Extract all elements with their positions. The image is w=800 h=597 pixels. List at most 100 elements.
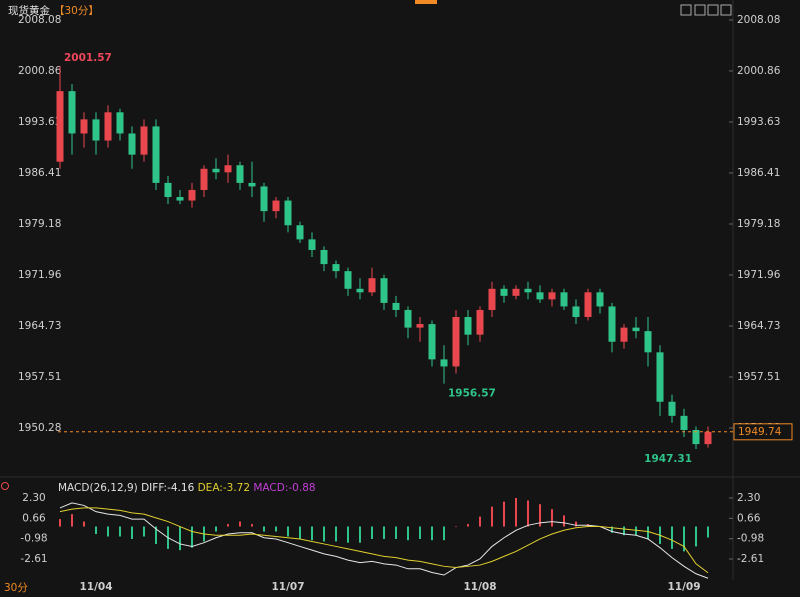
top-tab xyxy=(415,0,437,4)
candle-body xyxy=(404,309,412,328)
candle-body xyxy=(176,197,184,201)
macd-bar xyxy=(155,526,157,544)
tool-button[interactable] xyxy=(707,4,719,16)
candle-body xyxy=(536,292,544,300)
candle-body xyxy=(332,264,340,272)
macd-bar xyxy=(227,524,229,527)
candle-body xyxy=(104,112,112,141)
candle-body xyxy=(428,324,436,360)
candle-body xyxy=(656,352,664,402)
candle-body xyxy=(584,292,592,318)
toolbar xyxy=(680,4,732,16)
macd-tick-label: 0.66 xyxy=(22,512,46,524)
tool-button[interactable] xyxy=(694,4,706,16)
macd-bar xyxy=(359,526,361,543)
candle-body xyxy=(392,302,400,310)
candle-body xyxy=(272,200,280,212)
macd-bar xyxy=(671,526,673,549)
macd-tick-label: -0.98 xyxy=(20,533,47,545)
last-price-label: 1949.74 xyxy=(738,426,782,438)
candle-body xyxy=(56,91,64,162)
high-label: 2001.57 xyxy=(64,52,112,64)
macd-bar xyxy=(635,526,637,536)
y-tick-label-right: 1957.51 xyxy=(737,371,780,383)
macd-bar xyxy=(647,526,649,539)
y-tick-label-right: 1993.63 xyxy=(737,116,780,128)
macd-bar xyxy=(479,516,481,527)
macd-bar xyxy=(515,497,517,527)
candle-body xyxy=(464,317,472,335)
macd-bar xyxy=(563,515,565,527)
y-tick-label-right: 1979.18 xyxy=(737,218,780,230)
macd-bar xyxy=(503,501,505,527)
tool-button[interactable] xyxy=(680,4,692,16)
candle-body xyxy=(380,278,388,303)
legend-item: MACD: xyxy=(253,482,288,494)
period-tab[interactable]: 30分 xyxy=(4,582,28,594)
macd-tick-label-right: -2.61 xyxy=(737,553,764,565)
macd-tick-label-right: 2.30 xyxy=(737,492,760,504)
y-tick-label-right: 1964.73 xyxy=(737,320,780,332)
x-tick-label: 11/09 xyxy=(667,581,700,593)
candle-body xyxy=(680,415,688,430)
macd-bar xyxy=(407,526,409,541)
macd-bar xyxy=(83,521,85,527)
x-tick-label: 11/07 xyxy=(271,581,304,593)
chart-title: 现货黄金 xyxy=(8,4,50,17)
candle-body xyxy=(236,165,244,183)
macd-tick-label: -2.61 xyxy=(20,553,47,565)
macd-bar xyxy=(299,526,301,539)
macd-tick-label: 2.30 xyxy=(22,492,45,504)
candle-body xyxy=(440,359,448,367)
y-tick-label: 1979.18 xyxy=(18,218,61,230)
y-tick-label: 1971.96 xyxy=(18,269,62,281)
candle-body xyxy=(116,112,124,134)
tool-button[interactable] xyxy=(720,4,732,16)
candle-body xyxy=(500,288,508,296)
low-label: 1947.31 xyxy=(644,453,692,465)
macd-bar xyxy=(179,526,181,551)
dea-line xyxy=(59,507,709,574)
y-tick-label: 2000.86 xyxy=(18,65,62,77)
y-tick-label-right: 1986.41 xyxy=(737,167,780,179)
macd-bar xyxy=(395,526,397,539)
y-tick-label: 1986.41 xyxy=(18,167,61,179)
macd-bar xyxy=(239,521,241,527)
macd-bar xyxy=(611,526,613,533)
macd-legend: MACD(26,12,9) DIFF:-4.16 DEA:-3.72 MACD:… xyxy=(58,482,316,494)
candle-body xyxy=(620,327,628,342)
macd-bar xyxy=(443,526,445,541)
candle-body xyxy=(668,401,676,416)
macd-bar xyxy=(455,526,457,528)
low-label: 1956.57 xyxy=(448,388,496,400)
candle-body xyxy=(224,165,232,173)
x-tick-label: 11/08 xyxy=(463,581,496,593)
candle-body xyxy=(452,317,460,367)
candle-body xyxy=(692,429,700,445)
candle-body xyxy=(248,182,256,187)
macd-bar xyxy=(371,526,373,539)
candle-body xyxy=(356,288,364,293)
candle-body xyxy=(368,278,376,293)
legend-item: -4.16 xyxy=(167,482,198,494)
macd-bar xyxy=(623,526,625,536)
macd-tick-label-right: 0.66 xyxy=(737,512,761,524)
macd-bar xyxy=(215,526,217,532)
candle-body xyxy=(704,431,712,445)
candle-body xyxy=(644,331,652,353)
macd-bar xyxy=(335,526,337,542)
indicator-icon[interactable] xyxy=(1,482,9,490)
candle-body xyxy=(212,168,220,173)
macd-bar xyxy=(107,526,109,537)
macd-bar xyxy=(383,526,385,539)
candle-body xyxy=(80,119,88,134)
candle-body xyxy=(152,126,160,183)
macd-bar xyxy=(467,524,469,527)
candle-body xyxy=(128,133,136,155)
macd-bar xyxy=(71,514,73,527)
candle-body xyxy=(68,91,76,134)
y-tick-label-right: 1971.96 xyxy=(737,269,781,281)
candle-body xyxy=(284,200,292,226)
candle-body xyxy=(632,327,640,332)
candle-body xyxy=(200,168,208,190)
